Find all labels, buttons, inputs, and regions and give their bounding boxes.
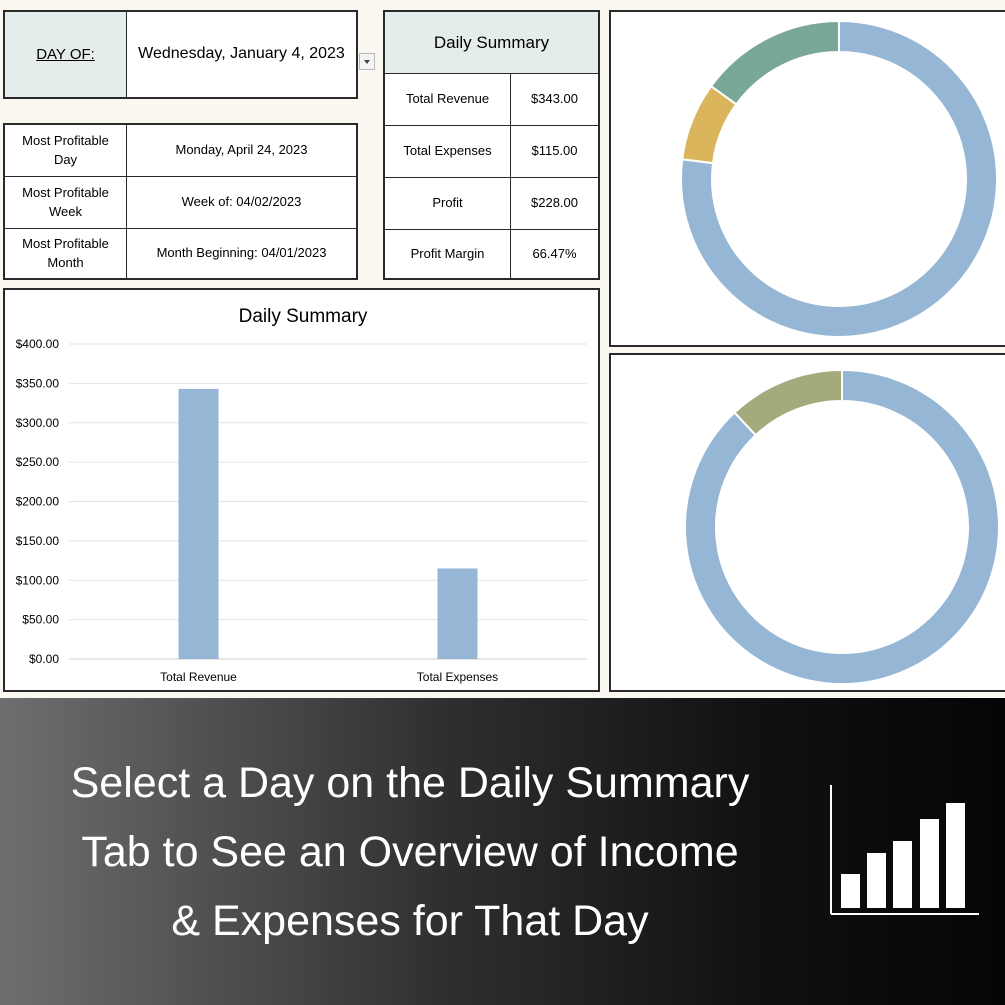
- most-profitable-month-value: Month Beginning: 04/01/2023: [156, 245, 327, 261]
- bar-chart: Daily Summary $0.00 $50.00 $100.00 $150.00 $…: [16, 306, 587, 684]
- donut-slice: [684, 368, 1000, 685]
- y-tick-label: $200.00: [16, 495, 60, 509]
- donut-chart-2: [684, 368, 1000, 685]
- bar-chart-title: Daily Summary: [239, 306, 368, 327]
- total-revenue-label: Total Revenue: [405, 91, 490, 107]
- donut-slice: [733, 368, 843, 437]
- banner-line-1: Select a Day on the Daily Summary: [70, 759, 750, 807]
- bar-total-expenses: [437, 568, 478, 659]
- donut-chart-1: [680, 19, 998, 338]
- y-tick-label: $100.00: [16, 573, 60, 587]
- total-revenue-value: $343.00: [531, 91, 578, 107]
- donut-slice: [709, 19, 840, 106]
- profit-margin-value: 66.47%: [532, 245, 577, 261]
- donut-slice: [680, 19, 998, 338]
- total-expenses-value: $115.00: [531, 143, 578, 159]
- y-tick-label: $250.00: [16, 455, 60, 469]
- profit-value: $228.00: [531, 195, 578, 211]
- most-profitable-week-label: Most Profitable Week: [22, 185, 109, 219]
- total-expenses-label: Total Expenses: [403, 143, 492, 159]
- most-profitable-month-label: Most Profitable Month: [22, 236, 109, 270]
- y-tick-label: $400.00: [16, 337, 60, 351]
- daily-summary-chart: Daily Summary $0.00 $50.00 $100.00 $150.00 $…: [3, 288, 600, 692]
- most-profitable-day-label: Most Profitable Day: [22, 133, 109, 167]
- y-tick-label: $300.00: [16, 416, 60, 430]
- most-profitable-table: Most Profitable Day Monday, April 24, 20…: [3, 123, 358, 280]
- day-dropdown-button[interactable]: [359, 53, 375, 70]
- y-tick-label: $0.00: [29, 652, 59, 666]
- x-tick-label: Total Expenses: [417, 670, 498, 684]
- chevron-down-icon: [364, 59, 370, 64]
- profit-label: Profit: [432, 195, 463, 211]
- selected-day-field[interactable]: Wednesday, January 4, 2023: [138, 45, 345, 63]
- profit-margin-label: Profit Margin: [410, 245, 485, 261]
- most-profitable-week-value: Week of: 04/02/2023: [181, 194, 302, 210]
- bar-total-revenue: [178, 388, 219, 659]
- banner-line-2: Tab to See an Overview of Income: [81, 828, 739, 876]
- bar-chart-icon: [830, 785, 979, 915]
- daily-summary-table: Daily Summary Total Revenue $343.00 Tota…: [383, 10, 600, 280]
- y-tick-label: $50.00: [22, 613, 59, 627]
- most-profitable-day-value: Monday, April 24, 2023: [175, 142, 308, 158]
- banner-line-3: & Expenses for That Day: [171, 897, 649, 945]
- donut-chart-1-panel: [609, 10, 1005, 347]
- day-selector-panel: DAY OF: Wednesday, January 4, 2023: [3, 10, 358, 99]
- x-tick-label: Total Revenue: [160, 670, 237, 684]
- donut-chart-2-panel: [609, 353, 1005, 692]
- y-tick-label: $150.00: [16, 534, 60, 548]
- promo-banner: Select a Day on the Daily Summary Tab to…: [0, 698, 1005, 1005]
- y-tick-label: $350.00: [16, 376, 60, 390]
- daily-summary-table-title: Daily Summary: [385, 12, 598, 73]
- day-of-label: DAY OF:: [5, 12, 126, 97]
